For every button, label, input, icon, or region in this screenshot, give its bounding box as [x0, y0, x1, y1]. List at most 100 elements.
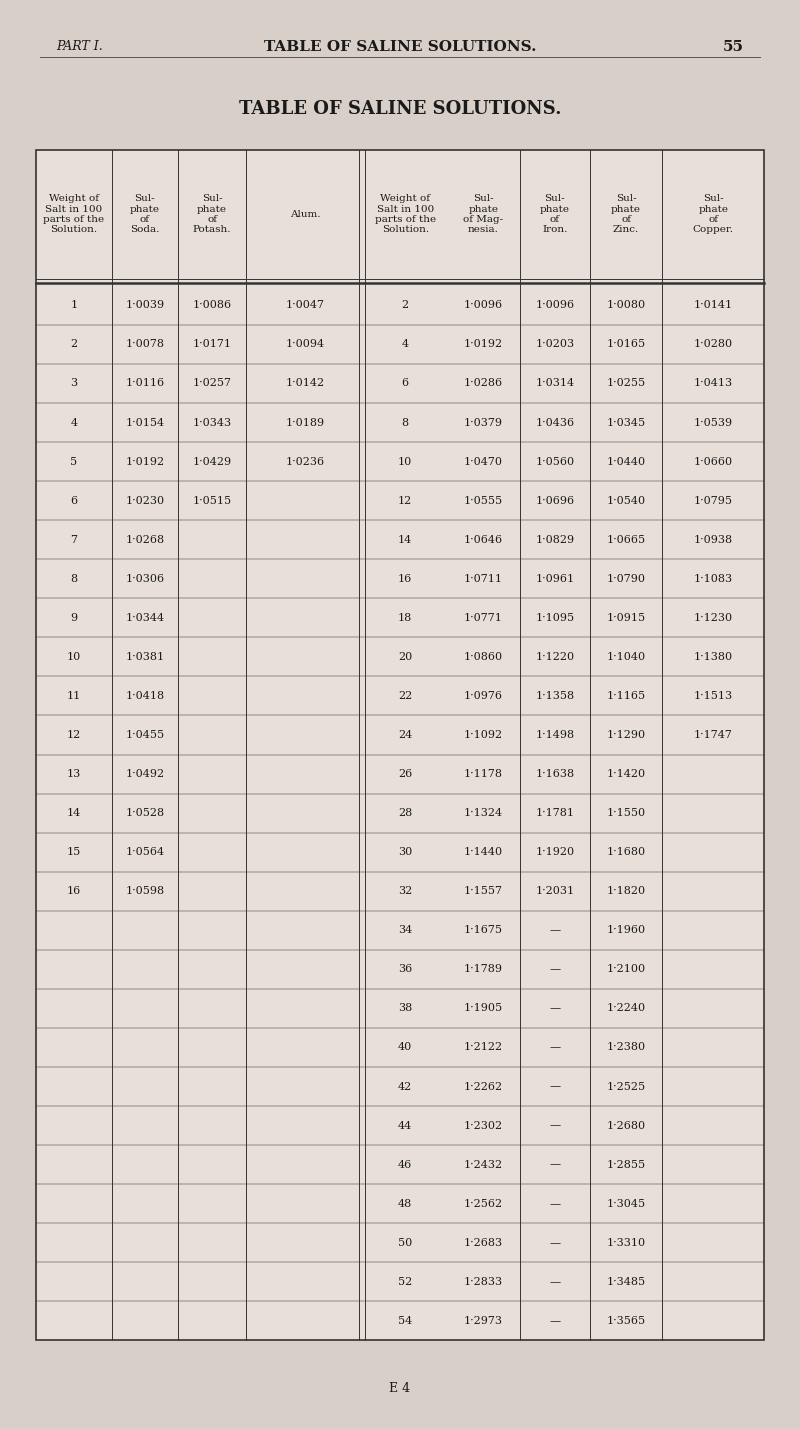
Text: 30: 30 [398, 847, 412, 857]
Text: 1·2833: 1·2833 [464, 1278, 502, 1286]
Text: 1·0379: 1·0379 [464, 417, 502, 427]
Text: 1·0165: 1·0165 [606, 340, 646, 349]
Text: 10: 10 [67, 652, 81, 662]
Text: 1·3565: 1·3565 [606, 1316, 646, 1326]
Text: 18: 18 [398, 613, 412, 623]
Text: 1·0116: 1·0116 [126, 379, 164, 389]
Text: 52: 52 [398, 1278, 412, 1286]
Text: 1·1092: 1·1092 [464, 730, 502, 740]
Text: 5: 5 [70, 457, 78, 466]
Text: 1·1675: 1·1675 [464, 926, 502, 935]
Text: 1·1358: 1·1358 [535, 692, 574, 700]
Text: 9: 9 [70, 613, 78, 623]
Text: 1·1420: 1·1420 [606, 769, 646, 779]
Text: 1·0540: 1·0540 [606, 496, 646, 506]
Text: Sul-
phate
of Mag-
nesia.: Sul- phate of Mag- nesia. [463, 194, 503, 234]
Text: 1·0795: 1·0795 [694, 496, 733, 506]
Text: 1·2262: 1·2262 [464, 1082, 502, 1092]
Text: 1·1747: 1·1747 [694, 730, 733, 740]
Text: 1·0598: 1·0598 [126, 886, 164, 896]
Text: 15: 15 [67, 847, 81, 857]
Text: 1·0171: 1·0171 [193, 340, 231, 349]
Text: 1·1920: 1·1920 [535, 847, 574, 857]
Text: 1·0413: 1·0413 [694, 379, 733, 389]
Text: 1·0141: 1·0141 [694, 300, 733, 310]
Text: 1·1220: 1·1220 [535, 652, 574, 662]
Text: 1·2432: 1·2432 [464, 1160, 502, 1169]
Text: 1·0257: 1·0257 [193, 379, 231, 389]
Text: 1·1820: 1·1820 [606, 886, 646, 896]
Text: 1·2525: 1·2525 [606, 1082, 646, 1092]
Text: 26: 26 [398, 769, 412, 779]
Text: 1·1680: 1·1680 [606, 847, 646, 857]
Text: 40: 40 [398, 1043, 412, 1052]
Text: Sul-
phate
of
Potash.: Sul- phate of Potash. [193, 194, 231, 234]
Text: 1·1040: 1·1040 [606, 652, 646, 662]
Text: 1·2031: 1·2031 [535, 886, 574, 896]
Text: 1·1440: 1·1440 [464, 847, 502, 857]
Text: 2: 2 [402, 300, 409, 310]
Text: 48: 48 [398, 1199, 412, 1209]
Text: 1: 1 [70, 300, 78, 310]
Text: 54: 54 [398, 1316, 412, 1326]
Text: 34: 34 [398, 926, 412, 935]
Text: —: — [550, 1278, 560, 1286]
Text: 1·0142: 1·0142 [286, 379, 325, 389]
Text: 16: 16 [398, 574, 412, 583]
Text: 1·1083: 1·1083 [694, 574, 733, 583]
Text: 1·0429: 1·0429 [193, 457, 231, 466]
Text: 1·0314: 1·0314 [535, 379, 574, 389]
Text: 1·1165: 1·1165 [606, 692, 646, 700]
Text: 1·2240: 1·2240 [606, 1003, 646, 1013]
Text: 6: 6 [70, 496, 78, 506]
Text: 1·0660: 1·0660 [694, 457, 733, 466]
Text: 32: 32 [398, 886, 412, 896]
Text: 55: 55 [723, 40, 744, 54]
Text: 8: 8 [70, 574, 78, 583]
Text: 46: 46 [398, 1160, 412, 1169]
Text: 1·0696: 1·0696 [535, 496, 574, 506]
Text: 1·0078: 1·0078 [126, 340, 164, 349]
Text: 1·0192: 1·0192 [464, 340, 502, 349]
Text: 1·0047: 1·0047 [286, 300, 325, 310]
Text: 1·0154: 1·0154 [126, 417, 164, 427]
Text: 1·0539: 1·0539 [694, 417, 733, 427]
Text: Sul-
phate
of
Zinc.: Sul- phate of Zinc. [611, 194, 641, 234]
Text: —: — [550, 1160, 560, 1169]
Text: 2: 2 [70, 340, 78, 349]
Text: 12: 12 [67, 730, 81, 740]
Text: 1·0915: 1·0915 [606, 613, 646, 623]
Text: 4: 4 [70, 417, 78, 427]
Text: 1·0344: 1·0344 [126, 613, 164, 623]
Text: 4: 4 [402, 340, 409, 349]
Text: 44: 44 [398, 1120, 412, 1130]
Text: —: — [550, 1082, 560, 1092]
Text: 1·0189: 1·0189 [286, 417, 325, 427]
Text: Weight of
Salt in 100
parts of the
Solution.: Weight of Salt in 100 parts of the Solut… [374, 194, 436, 234]
Text: 1·0564: 1·0564 [126, 847, 164, 857]
Text: 1·0086: 1·0086 [193, 300, 231, 310]
Text: —: — [550, 1199, 560, 1209]
Text: 1·0345: 1·0345 [606, 417, 646, 427]
Text: 1·1230: 1·1230 [694, 613, 733, 623]
Text: —: — [550, 1316, 560, 1326]
Text: 1·0255: 1·0255 [606, 379, 646, 389]
Text: 16: 16 [67, 886, 81, 896]
Text: 8: 8 [402, 417, 409, 427]
Text: 1·0790: 1·0790 [606, 574, 646, 583]
Text: Sul-
phate
of
Soda.: Sul- phate of Soda. [130, 194, 160, 234]
Text: 1·1789: 1·1789 [464, 965, 502, 975]
Text: 1·0829: 1·0829 [535, 534, 574, 544]
Text: 1·0080: 1·0080 [606, 300, 646, 310]
Text: 1·0096: 1·0096 [464, 300, 502, 310]
Text: 1·3485: 1·3485 [606, 1278, 646, 1286]
Text: 1·0436: 1·0436 [535, 417, 574, 427]
Text: 1·0236: 1·0236 [286, 457, 325, 466]
Text: 1·2122: 1·2122 [464, 1043, 502, 1052]
Text: TABLE OF SALINE SOLUTIONS.: TABLE OF SALINE SOLUTIONS. [264, 40, 536, 54]
Text: 28: 28 [398, 809, 412, 817]
Text: 1·1513: 1·1513 [694, 692, 733, 700]
Text: Sul-
phate
of
Iron.: Sul- phate of Iron. [540, 194, 570, 234]
Text: 13: 13 [67, 769, 81, 779]
Text: PART I.: PART I. [56, 40, 102, 53]
